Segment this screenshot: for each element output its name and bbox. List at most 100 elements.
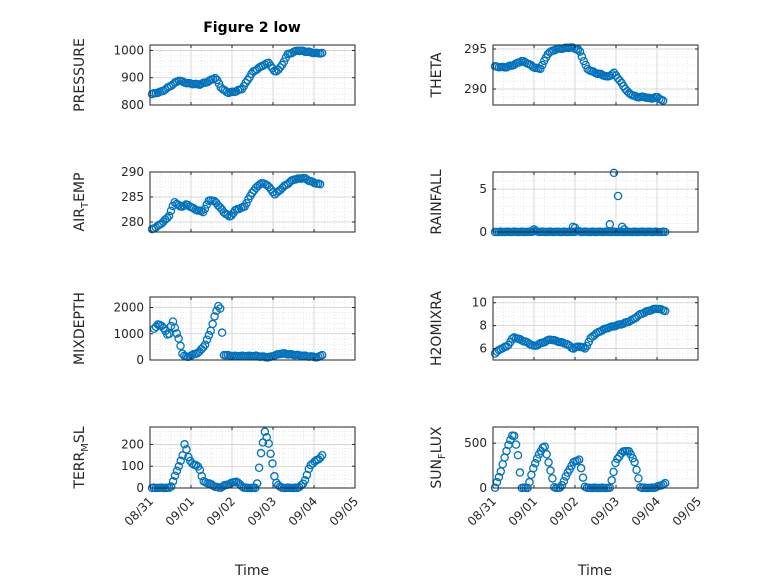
data-point <box>544 458 553 467</box>
data-point <box>208 319 217 329</box>
data-point <box>611 458 620 468</box>
data-point <box>256 448 266 458</box>
data-point <box>618 319 628 329</box>
data-point <box>218 482 228 491</box>
data-point <box>315 180 325 189</box>
y-axis-label: THETA <box>429 52 445 98</box>
data-point <box>172 466 182 476</box>
axes-box <box>492 296 699 361</box>
data-point <box>511 440 521 449</box>
data-point <box>607 70 617 79</box>
data-point <box>180 440 189 449</box>
y-tick-label: 280 <box>121 215 144 229</box>
data-point <box>540 442 550 451</box>
data-point <box>538 60 547 70</box>
y-tick-label: 0 <box>136 353 144 367</box>
y-axis-label: AIRTEMP <box>72 173 91 232</box>
data-point <box>580 344 590 353</box>
data-point <box>658 96 668 105</box>
axes-box <box>492 44 699 106</box>
y-tick-label: 900 <box>121 71 144 85</box>
y-axis-label: TERRMSL <box>72 426 91 489</box>
data-point <box>164 211 174 221</box>
y-tick-label: 200 <box>121 437 144 451</box>
data-point <box>179 201 189 211</box>
data-point <box>316 453 325 462</box>
data-point <box>582 341 592 351</box>
figure-title: Figure 2 low <box>203 20 301 36</box>
data-point <box>529 225 539 234</box>
data-point <box>252 479 262 488</box>
data-point <box>513 451 523 460</box>
data-point <box>509 431 519 441</box>
data-point <box>162 213 172 223</box>
data-point <box>576 463 586 473</box>
data-point <box>204 330 214 340</box>
subplot-1: 800 900 1000 PRESSURE <box>72 38 356 112</box>
data-series <box>147 46 327 99</box>
data-point <box>214 301 223 311</box>
data-point <box>266 449 275 458</box>
axes-box <box>149 426 356 489</box>
data-point <box>176 341 185 351</box>
data-point <box>197 471 207 481</box>
data-point <box>548 474 557 483</box>
axes-box <box>492 426 699 489</box>
data-point <box>210 73 220 83</box>
data-point <box>573 45 583 54</box>
axes-box <box>492 171 699 233</box>
y-tick-label: 0 <box>136 481 144 495</box>
data-point <box>660 306 670 316</box>
data-point <box>613 191 623 201</box>
data-point <box>617 222 627 232</box>
data-point <box>578 473 588 482</box>
subplot-2: 290 295 THETA <box>429 42 699 106</box>
data-point <box>237 482 247 491</box>
data-point <box>166 206 176 216</box>
y-axis-label: SUNFLUX <box>429 426 448 489</box>
data-point <box>170 471 180 480</box>
axes-box <box>149 44 356 106</box>
data-point <box>223 210 232 220</box>
y-tick-label: 0 <box>479 225 487 239</box>
data-point <box>210 312 219 321</box>
data-point <box>634 474 643 483</box>
y-axis-label: MIXDEPTH <box>72 292 88 365</box>
axes-box <box>149 296 356 361</box>
subplot-4: 0 5 RAINFALL <box>429 168 699 239</box>
y-tick-label: 285 <box>121 190 144 204</box>
data-point <box>174 462 184 471</box>
y-tick-label: 500 <box>464 436 487 450</box>
y-tick-label: 100 <box>121 459 144 473</box>
data-point <box>573 456 582 465</box>
data-point <box>202 335 212 344</box>
data-point <box>577 52 587 61</box>
y-tick-label: 5 <box>479 182 487 196</box>
data-point <box>546 466 555 475</box>
data-point <box>279 57 289 66</box>
data-point <box>200 340 210 349</box>
y-tick-label: 8 <box>479 319 487 333</box>
data-point <box>215 304 225 313</box>
y-axis-label: H2OMIXRA <box>429 291 445 366</box>
data-point <box>254 463 264 473</box>
y-tick-label: 10 <box>472 296 487 310</box>
data-point <box>170 323 180 333</box>
subplot-6: 6 8 10 H2OMIXRA <box>429 291 699 366</box>
data-point <box>619 225 629 234</box>
y-axis-label: PRESSURE <box>72 38 88 112</box>
subplot-5: 0 1000 2000 MIXDEPTH <box>72 292 356 367</box>
y-tick-label: 1000 <box>113 327 144 341</box>
data-point <box>615 76 624 85</box>
data-point <box>317 450 327 460</box>
axes-box <box>149 171 356 233</box>
data-point <box>172 329 182 338</box>
data-point <box>242 199 251 208</box>
data-point <box>302 470 312 480</box>
data-point <box>182 445 191 454</box>
data-point <box>559 476 569 486</box>
y-tick-label: 6 <box>479 342 487 356</box>
data-series <box>490 431 670 493</box>
